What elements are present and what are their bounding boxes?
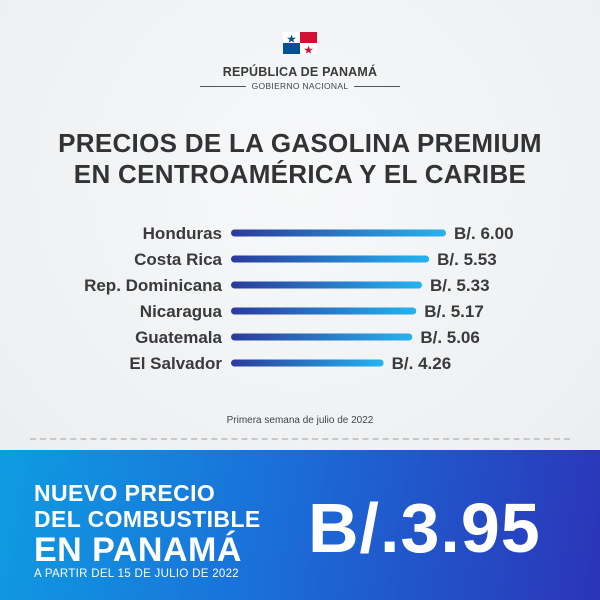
value-label: B/. 5.06 bbox=[420, 328, 480, 347]
date-note: Primera semana de julio de 2022 bbox=[226, 415, 374, 426]
category-label: Costa Rica bbox=[134, 250, 222, 269]
value-label: B/. 5.33 bbox=[430, 276, 490, 295]
chart-title-line-1: PRECIOS DE LA GASOLINA PREMIUM bbox=[58, 128, 542, 158]
banner-line-3: EN PANAMÁ bbox=[34, 531, 242, 569]
dashed-divider bbox=[30, 438, 570, 440]
bar bbox=[231, 229, 446, 237]
divider bbox=[354, 85, 401, 87]
chart-title-line-2: EN CENTROAMÉRICA Y EL CARIBE bbox=[73, 159, 527, 189]
bar bbox=[231, 281, 422, 289]
category-label: Guatemala bbox=[135, 328, 222, 347]
effective-date: A PARTIR DEL 15 DE JULIO DE 2022 bbox=[34, 568, 239, 580]
new-price: B/.3.95 bbox=[308, 489, 541, 567]
country-name: REPÚBLICA DE PANAMÁ bbox=[222, 65, 378, 79]
banner-headline: NUEVO PRECIO DEL COMBUSTIBLE EN PANAMÁ bbox=[34, 480, 261, 568]
banner-line-2: DEL COMBUSTIBLE bbox=[34, 506, 261, 532]
bar-chart: Honduras B/. 6.00 Costa Rica B/. 5.53 Rep. D… bbox=[84, 224, 514, 373]
category-label: El Salvador bbox=[129, 354, 222, 373]
banner-line-1: NUEVO PRECIO bbox=[34, 480, 216, 506]
government-row: GOBIERNO NACIONAL bbox=[0, 81, 600, 91]
government-name: GOBIERNO NACIONAL bbox=[251, 81, 349, 91]
bar bbox=[231, 359, 384, 367]
price-banner: NUEVO PRECIO DEL COMBUSTIBLE EN PANAMÁ A… bbox=[0, 450, 600, 600]
category-label: Honduras bbox=[143, 224, 222, 243]
category-label: Rep. Dominicana bbox=[84, 276, 222, 295]
bar bbox=[231, 255, 430, 263]
chart-title: PRECIOS DE LA GASOLINA PREMIUM EN CENTRO… bbox=[0, 128, 600, 190]
category-label: Nicaragua bbox=[140, 302, 223, 321]
header: REPÚBLICA DE PANAMÁ GOBIERNO NACIONAL bbox=[0, 32, 600, 91]
bar bbox=[231, 333, 413, 341]
value-label: B/. 5.17 bbox=[424, 302, 484, 321]
divider bbox=[199, 85, 246, 87]
bar bbox=[231, 307, 417, 315]
value-label: B/. 4.26 bbox=[392, 354, 452, 373]
value-label: B/. 5.53 bbox=[437, 250, 497, 269]
panama-flag-icon bbox=[283, 32, 317, 54]
value-label: B/. 6.00 bbox=[454, 224, 514, 243]
